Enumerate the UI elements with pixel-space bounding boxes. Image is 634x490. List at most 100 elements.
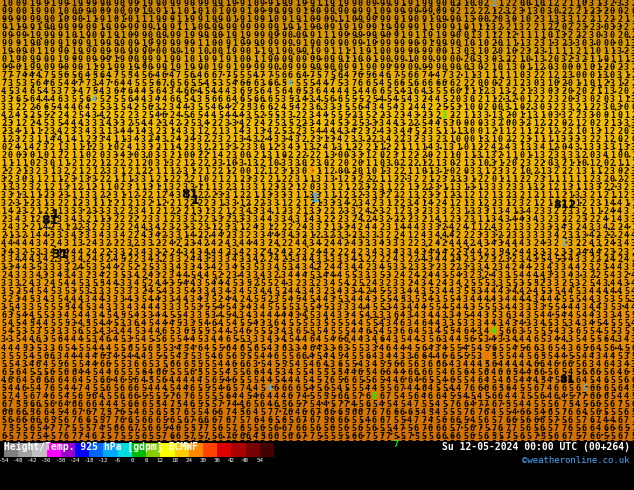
Text: 9: 9 [204, 31, 209, 41]
Text: 7: 7 [533, 447, 538, 457]
Text: 4: 4 [372, 351, 377, 361]
Text: 5: 5 [316, 384, 321, 392]
Text: 0: 0 [477, 0, 482, 8]
Text: 0: 0 [351, 16, 356, 24]
Text: 4: 4 [155, 319, 160, 328]
Text: 5: 5 [246, 279, 251, 289]
Text: 9: 9 [421, 7, 426, 17]
Text: 3: 3 [274, 192, 279, 200]
Text: 4: 4 [281, 375, 286, 385]
Text: 5: 5 [274, 96, 279, 104]
Text: 1: 1 [582, 175, 587, 185]
Text: 9: 9 [106, 24, 111, 32]
Text: 5: 5 [85, 440, 90, 448]
Text: 3: 3 [400, 288, 405, 296]
Text: 3: 3 [624, 279, 629, 289]
Text: 3: 3 [274, 295, 279, 304]
Text: 5: 5 [148, 336, 153, 344]
Text: 4: 4 [414, 327, 419, 337]
Text: 0: 0 [204, 48, 209, 56]
Text: 6: 6 [421, 351, 426, 361]
Text: 4: 4 [610, 336, 615, 344]
Text: 6: 6 [295, 72, 300, 80]
Text: 0: 0 [477, 103, 482, 113]
Bar [174, 443, 189, 457]
Text: 5: 5 [183, 303, 188, 313]
Text: 4: 4 [148, 120, 153, 128]
Text: 9: 9 [372, 40, 377, 49]
Text: 2: 2 [253, 279, 258, 289]
Text: 2: 2 [183, 255, 188, 265]
Text: 5: 5 [211, 271, 216, 280]
Text: 3: 3 [414, 207, 419, 217]
Text: 3: 3 [316, 288, 321, 296]
Text: 5: 5 [512, 279, 517, 289]
Text: 5: 5 [631, 432, 634, 441]
Text: 3: 3 [22, 360, 27, 368]
Text: 5: 5 [288, 336, 293, 344]
Text: 3: 3 [78, 127, 83, 137]
Text: 4: 4 [127, 103, 132, 113]
Text: 5: 5 [155, 343, 160, 352]
Text: 1: 1 [29, 192, 34, 200]
Text: 2: 2 [316, 264, 321, 272]
Text: 2: 2 [295, 247, 300, 256]
Text: 5: 5 [197, 408, 202, 416]
Text: 9: 9 [148, 40, 153, 49]
Text: 3: 3 [127, 151, 132, 161]
Text: 5: 5 [547, 399, 552, 409]
Text: 3: 3 [365, 192, 370, 200]
Text: 0: 0 [50, 7, 55, 17]
Text: 0: 0 [547, 64, 552, 73]
Text: 5: 5 [225, 351, 230, 361]
Text: 5: 5 [610, 432, 615, 441]
Text: 1: 1 [22, 160, 27, 169]
Text: 2: 2 [554, 24, 559, 32]
Text: 6: 6 [8, 408, 13, 416]
Text: 9: 9 [176, 0, 181, 8]
Text: 4: 4 [15, 144, 20, 152]
Text: 4: 4 [309, 288, 314, 296]
Text: 5: 5 [386, 288, 391, 296]
Text: 2: 2 [204, 151, 209, 161]
Text: 9: 9 [428, 48, 433, 56]
Text: 6: 6 [29, 440, 34, 448]
Text: 7: 7 [400, 423, 405, 433]
Text: 3: 3 [120, 303, 125, 313]
Text: 3: 3 [505, 16, 510, 24]
Text: 9: 9 [260, 31, 265, 41]
Text: 4: 4 [624, 231, 629, 241]
Text: 1: 1 [15, 120, 20, 128]
Text: 1: 1 [421, 24, 426, 32]
Text: 4: 4 [421, 408, 426, 416]
Text: 2: 2 [603, 168, 608, 176]
Text: 5: 5 [190, 303, 195, 313]
Text: 4: 4 [407, 288, 412, 296]
Text: 3: 3 [71, 175, 76, 185]
Text: 9: 9 [358, 24, 363, 32]
Text: 3: 3 [589, 223, 594, 232]
Text: 5: 5 [379, 271, 384, 280]
Text: 0: 0 [491, 79, 496, 89]
Text: 3: 3 [484, 312, 489, 320]
Text: 3: 3 [526, 216, 531, 224]
Text: 0: 0 [211, 40, 216, 49]
Text: 2: 2 [22, 279, 27, 289]
Text: 6: 6 [64, 416, 69, 424]
Text: 7: 7 [99, 447, 104, 457]
Text: 2: 2 [624, 79, 629, 89]
Text: 3: 3 [631, 336, 634, 344]
Text: 2: 2 [561, 40, 566, 49]
Text: 4: 4 [22, 295, 27, 304]
Text: 4: 4 [190, 231, 195, 241]
Text: 1: 1 [631, 16, 634, 24]
Text: 4: 4 [603, 351, 608, 361]
Text: 1: 1 [288, 168, 293, 176]
Text: 9: 9 [295, 40, 300, 49]
Text: 4: 4 [323, 127, 328, 137]
Text: 5: 5 [498, 327, 503, 337]
Text: 3: 3 [344, 255, 349, 265]
Text: 9: 9 [176, 55, 181, 65]
Text: 2: 2 [631, 72, 634, 80]
Text: 4: 4 [393, 295, 398, 304]
